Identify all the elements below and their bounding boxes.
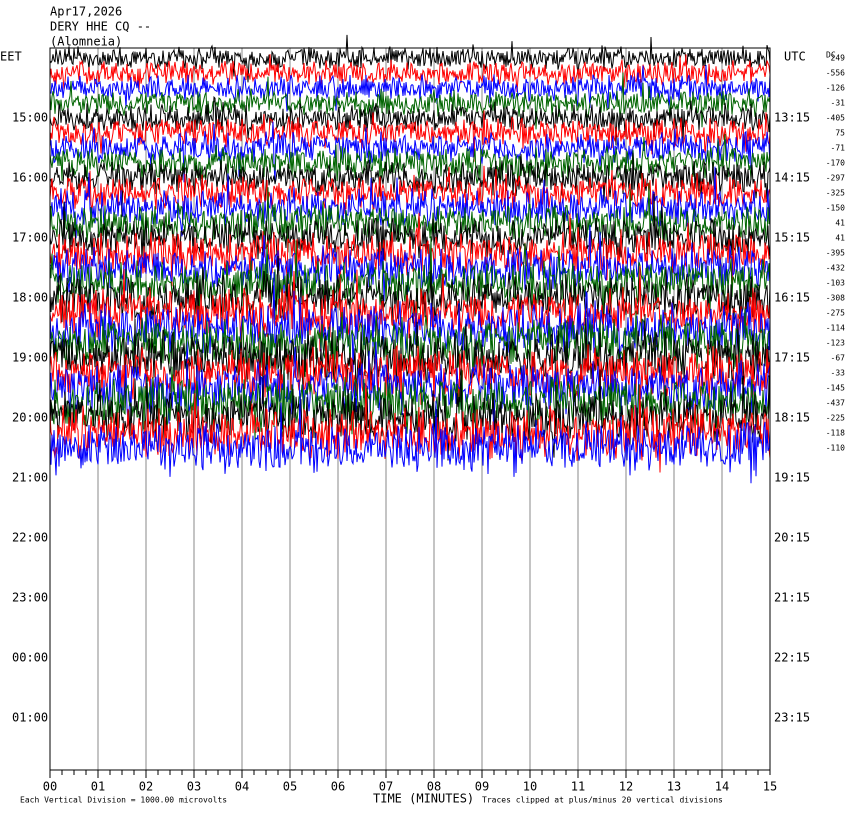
- dc-offset: -225: [826, 414, 845, 423]
- dc-offset: 41: [835, 234, 845, 243]
- dc-offset: -103: [826, 279, 845, 288]
- dc-offset: -395: [826, 249, 845, 258]
- right-tick-label: 17:15: [774, 351, 810, 365]
- clip-note: Traces clipped at plus/minus 20 vertical…: [482, 796, 723, 805]
- seismic-trace: [50, 72, 770, 130]
- seismic-trace: [50, 133, 770, 187]
- x-tick-label: 12: [619, 780, 633, 794]
- dc-offset: -432: [826, 264, 845, 273]
- seismic-trace: [50, 212, 770, 303]
- left-tick-label: 00:00: [12, 651, 48, 665]
- dc-offset: -110: [826, 444, 845, 453]
- dc-offset: -405: [826, 114, 845, 123]
- right-tick-label: 21:15: [774, 591, 810, 605]
- seismic-trace: [50, 121, 770, 183]
- seismic-trace: [50, 368, 770, 461]
- x-tick-label: 15: [763, 780, 777, 794]
- station: DERY HHE CQ --: [50, 20, 151, 34]
- left-tick-label: 16:00: [12, 171, 48, 185]
- right-tick-label: 13:15: [774, 111, 810, 125]
- x-tick-label: 02: [139, 780, 153, 794]
- seismic-trace: [50, 255, 770, 325]
- left-tick-label: 23:00: [12, 591, 48, 605]
- x-tick-label: 03: [187, 780, 201, 794]
- date: Apr17,2026: [50, 5, 122, 19]
- right-tick-label: 18:15: [774, 411, 810, 425]
- left-tick-label: 01:00: [12, 711, 48, 725]
- seismic-trace: [50, 165, 770, 215]
- seismic-trace: [50, 96, 770, 146]
- x-tick-label: 09: [475, 780, 489, 794]
- left-tick-label: 18:00: [12, 291, 48, 305]
- dc-offset: -297: [826, 174, 845, 183]
- x-tick-label: 10: [523, 780, 537, 794]
- seismic-trace: [50, 313, 770, 416]
- dc-offset: -67: [831, 354, 846, 363]
- right-tick-label: 16:15: [774, 291, 810, 305]
- dc-offset: -126: [826, 84, 845, 93]
- dc-offset: -145: [826, 384, 845, 393]
- x-tick-label: 13: [667, 780, 681, 794]
- x-tick-label: 14: [715, 780, 729, 794]
- dc-offset: -71: [831, 144, 846, 153]
- seismic-trace: [50, 152, 770, 218]
- seismic-trace: [50, 393, 770, 484]
- left-tick-label: 21:00: [12, 471, 48, 485]
- dc-offset: 75: [835, 129, 845, 138]
- seismic-trace: [50, 64, 770, 112]
- dc-offset: 249: [831, 54, 846, 63]
- right-axis-label: UTC: [784, 50, 806, 64]
- x-tick-label: 01: [91, 780, 105, 794]
- seismic-trace: [50, 110, 770, 162]
- dc-offset: -118: [826, 429, 845, 438]
- seismic-trace: [50, 54, 770, 93]
- seismic-trace: [50, 236, 770, 337]
- dc-offset: -325: [826, 189, 845, 198]
- right-tick-label: 23:15: [774, 711, 810, 725]
- left-axis-label: EET: [0, 50, 22, 64]
- right-tick-label: 15:15: [774, 231, 810, 245]
- dc-offset: 41: [835, 219, 845, 228]
- dc-offset: -114: [826, 324, 845, 333]
- left-tick-label: 15:00: [12, 111, 48, 125]
- x-axis-label: TIME (MINUTES): [373, 792, 474, 806]
- left-tick-label: 19:00: [12, 351, 48, 365]
- x-tick-label: 00: [43, 780, 57, 794]
- x-tick-label: 04: [235, 780, 249, 794]
- left-tick-label: 22:00: [12, 531, 48, 545]
- right-tick-label: 19:15: [774, 471, 810, 485]
- right-tick-label: 14:15: [774, 171, 810, 185]
- dc-offset: -150: [826, 204, 845, 213]
- x-tick-label: 11: [571, 780, 585, 794]
- dc-label: DC: [826, 51, 836, 60]
- right-tick-label: 22:15: [774, 651, 810, 665]
- dc-offset: -170: [826, 159, 845, 168]
- scale-note: Each Vertical Division = 1000.00 microvo…: [20, 796, 227, 805]
- left-tick-label: 17:00: [12, 231, 48, 245]
- seismic-trace: [50, 341, 770, 448]
- dc-offset: -308: [826, 294, 845, 303]
- dc-offset: -31: [831, 99, 846, 108]
- dc-offset: -437: [826, 399, 845, 408]
- x-tick-label: 08: [427, 780, 441, 794]
- dc-offset: -275: [826, 309, 845, 318]
- seismic-trace: [50, 166, 770, 239]
- dc-offset: -33: [831, 369, 846, 378]
- seismic-trace: [50, 266, 770, 352]
- dc-offset: -123: [826, 339, 845, 348]
- x-tick-label: 07: [379, 780, 393, 794]
- left-tick-label: 20:00: [12, 411, 48, 425]
- seismic-trace: [50, 193, 770, 275]
- dc-offset: -556: [826, 69, 845, 78]
- x-tick-label: 06: [331, 780, 345, 794]
- traces: [50, 34, 770, 484]
- x-tick-label: 05: [283, 780, 297, 794]
- right-tick-label: 20:15: [774, 531, 810, 545]
- location: (Alomneia): [50, 35, 122, 49]
